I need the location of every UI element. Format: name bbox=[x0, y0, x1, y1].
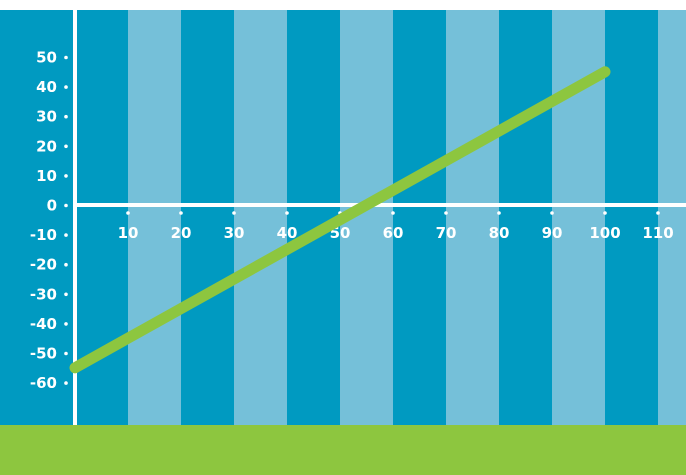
y-tick-label-0: 0 bbox=[47, 197, 57, 215]
y-tick-label--50: -50 bbox=[30, 345, 57, 363]
x-tick-label-30: 30 bbox=[224, 224, 245, 242]
y-tick-label-40: 40 bbox=[36, 78, 57, 96]
x-tick-dot-70 bbox=[444, 211, 448, 215]
x-tick-label-40: 40 bbox=[277, 224, 298, 242]
y-tick-label--20: -20 bbox=[30, 256, 57, 274]
footer-band bbox=[0, 425, 686, 475]
y-tick-dot-30 bbox=[64, 114, 68, 119]
x-tick-label-100: 100 bbox=[589, 224, 620, 242]
y-tick-dot-0 bbox=[64, 203, 68, 208]
x-tick-dot-100 bbox=[603, 211, 607, 215]
y-tick-dot-20 bbox=[64, 144, 68, 149]
band-8 bbox=[499, 10, 552, 425]
y-tick-label-10: 10 bbox=[36, 167, 57, 185]
x-tick-dot-20 bbox=[179, 211, 183, 215]
tick-marks: 10 20 30 40 50 60 70 80 90 100 11050403020100-10-2… bbox=[30, 49, 674, 393]
y-tick-label--10: -10 bbox=[30, 226, 57, 244]
x-tick-dot-80 bbox=[497, 211, 501, 215]
y-tick-dot--10 bbox=[64, 233, 68, 237]
y-tick-dot--40 bbox=[64, 322, 68, 326]
y-tick-dot-10 bbox=[64, 174, 68, 178]
series-layer bbox=[69, 66, 611, 374]
x-tick-label-70: 70 bbox=[436, 224, 457, 242]
y-tick-dot-40 bbox=[64, 85, 68, 89]
y-tick-dot--20 bbox=[64, 262, 68, 267]
y-tick-label-30: 30 bbox=[36, 108, 57, 126]
x-tick-label-90: 90 bbox=[542, 224, 563, 242]
x-tick-label-110: 110 bbox=[642, 224, 673, 242]
x-tick-dot-30 bbox=[232, 211, 236, 215]
x-tick-label-60: 60 bbox=[383, 224, 404, 242]
x-tick-label-80: 80 bbox=[489, 224, 510, 242]
x-tick-dot-40 bbox=[285, 211, 289, 215]
x-tick-dot-90 bbox=[550, 211, 554, 215]
y-tick-label-50: 50 bbox=[36, 49, 57, 67]
band-2 bbox=[181, 10, 234, 425]
x-tick-label-20: 20 bbox=[171, 224, 192, 242]
band-10 bbox=[605, 10, 658, 425]
y-tick-dot--30 bbox=[64, 292, 68, 297]
x-tick-dot-60 bbox=[391, 211, 395, 215]
band-4 bbox=[287, 10, 340, 425]
x-tick-label-10: 10 bbox=[118, 224, 139, 242]
x-tick-dot-10 bbox=[126, 211, 130, 215]
y-tick-label-20: 20 bbox=[36, 137, 57, 155]
axes bbox=[73, 10, 686, 425]
band-1 bbox=[128, 10, 181, 425]
band-6 bbox=[393, 10, 446, 425]
band-11 bbox=[658, 10, 686, 425]
y-tick-label--30: -30 bbox=[30, 285, 57, 303]
y-tick-label--60: -60 bbox=[30, 374, 57, 392]
series-line-0 bbox=[69, 66, 611, 374]
background-bands bbox=[0, 10, 686, 425]
y-tick-label--40: -40 bbox=[30, 315, 57, 333]
band-3 bbox=[234, 10, 287, 425]
y-tick-dot-50 bbox=[64, 55, 68, 60]
y-tick-dot--60 bbox=[64, 381, 68, 385]
x-tick-dot-110 bbox=[656, 211, 660, 215]
y-tick-dot--50 bbox=[64, 351, 68, 356]
band-left-margin bbox=[0, 10, 75, 425]
band-7 bbox=[446, 10, 499, 425]
